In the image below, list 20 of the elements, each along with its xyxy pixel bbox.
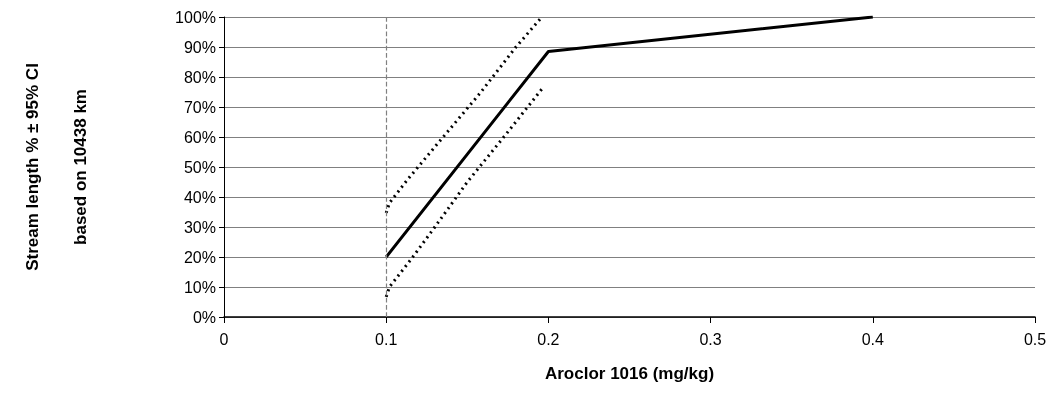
text: Stream length % ± 95% CI based on 10438 km <box>22 63 90 271</box>
y-tick-label: 50% <box>183 158 216 176</box>
y-tick-label: 80% <box>183 68 216 86</box>
y-tick-label: 100% <box>175 8 216 26</box>
y-tick-label: 20% <box>183 248 216 266</box>
line-series <box>384 87 544 299</box>
x-tick-label: 0.5 <box>1023 330 1047 348</box>
x-tick-label: 0.3 <box>699 330 722 348</box>
y-tick-label: 40% <box>183 188 216 206</box>
y-tick-label: 10% <box>183 278 216 296</box>
y-tick-label: 70% <box>183 98 216 116</box>
y-tick-label: 30% <box>183 218 216 236</box>
x-tick-label: 0.2 <box>537 330 560 348</box>
y-tick-label: 60% <box>183 128 216 146</box>
x-tick-label: 0.4 <box>861 330 885 348</box>
x-axis-title: Aroclor 1016 (mg/kg) <box>544 364 715 383</box>
y-tick-label: 0% <box>192 308 216 326</box>
y-tick-label: 90% <box>183 38 216 56</box>
x-tick-label: 0 <box>219 330 229 348</box>
x-tick-label: 0.1 <box>375 330 398 348</box>
